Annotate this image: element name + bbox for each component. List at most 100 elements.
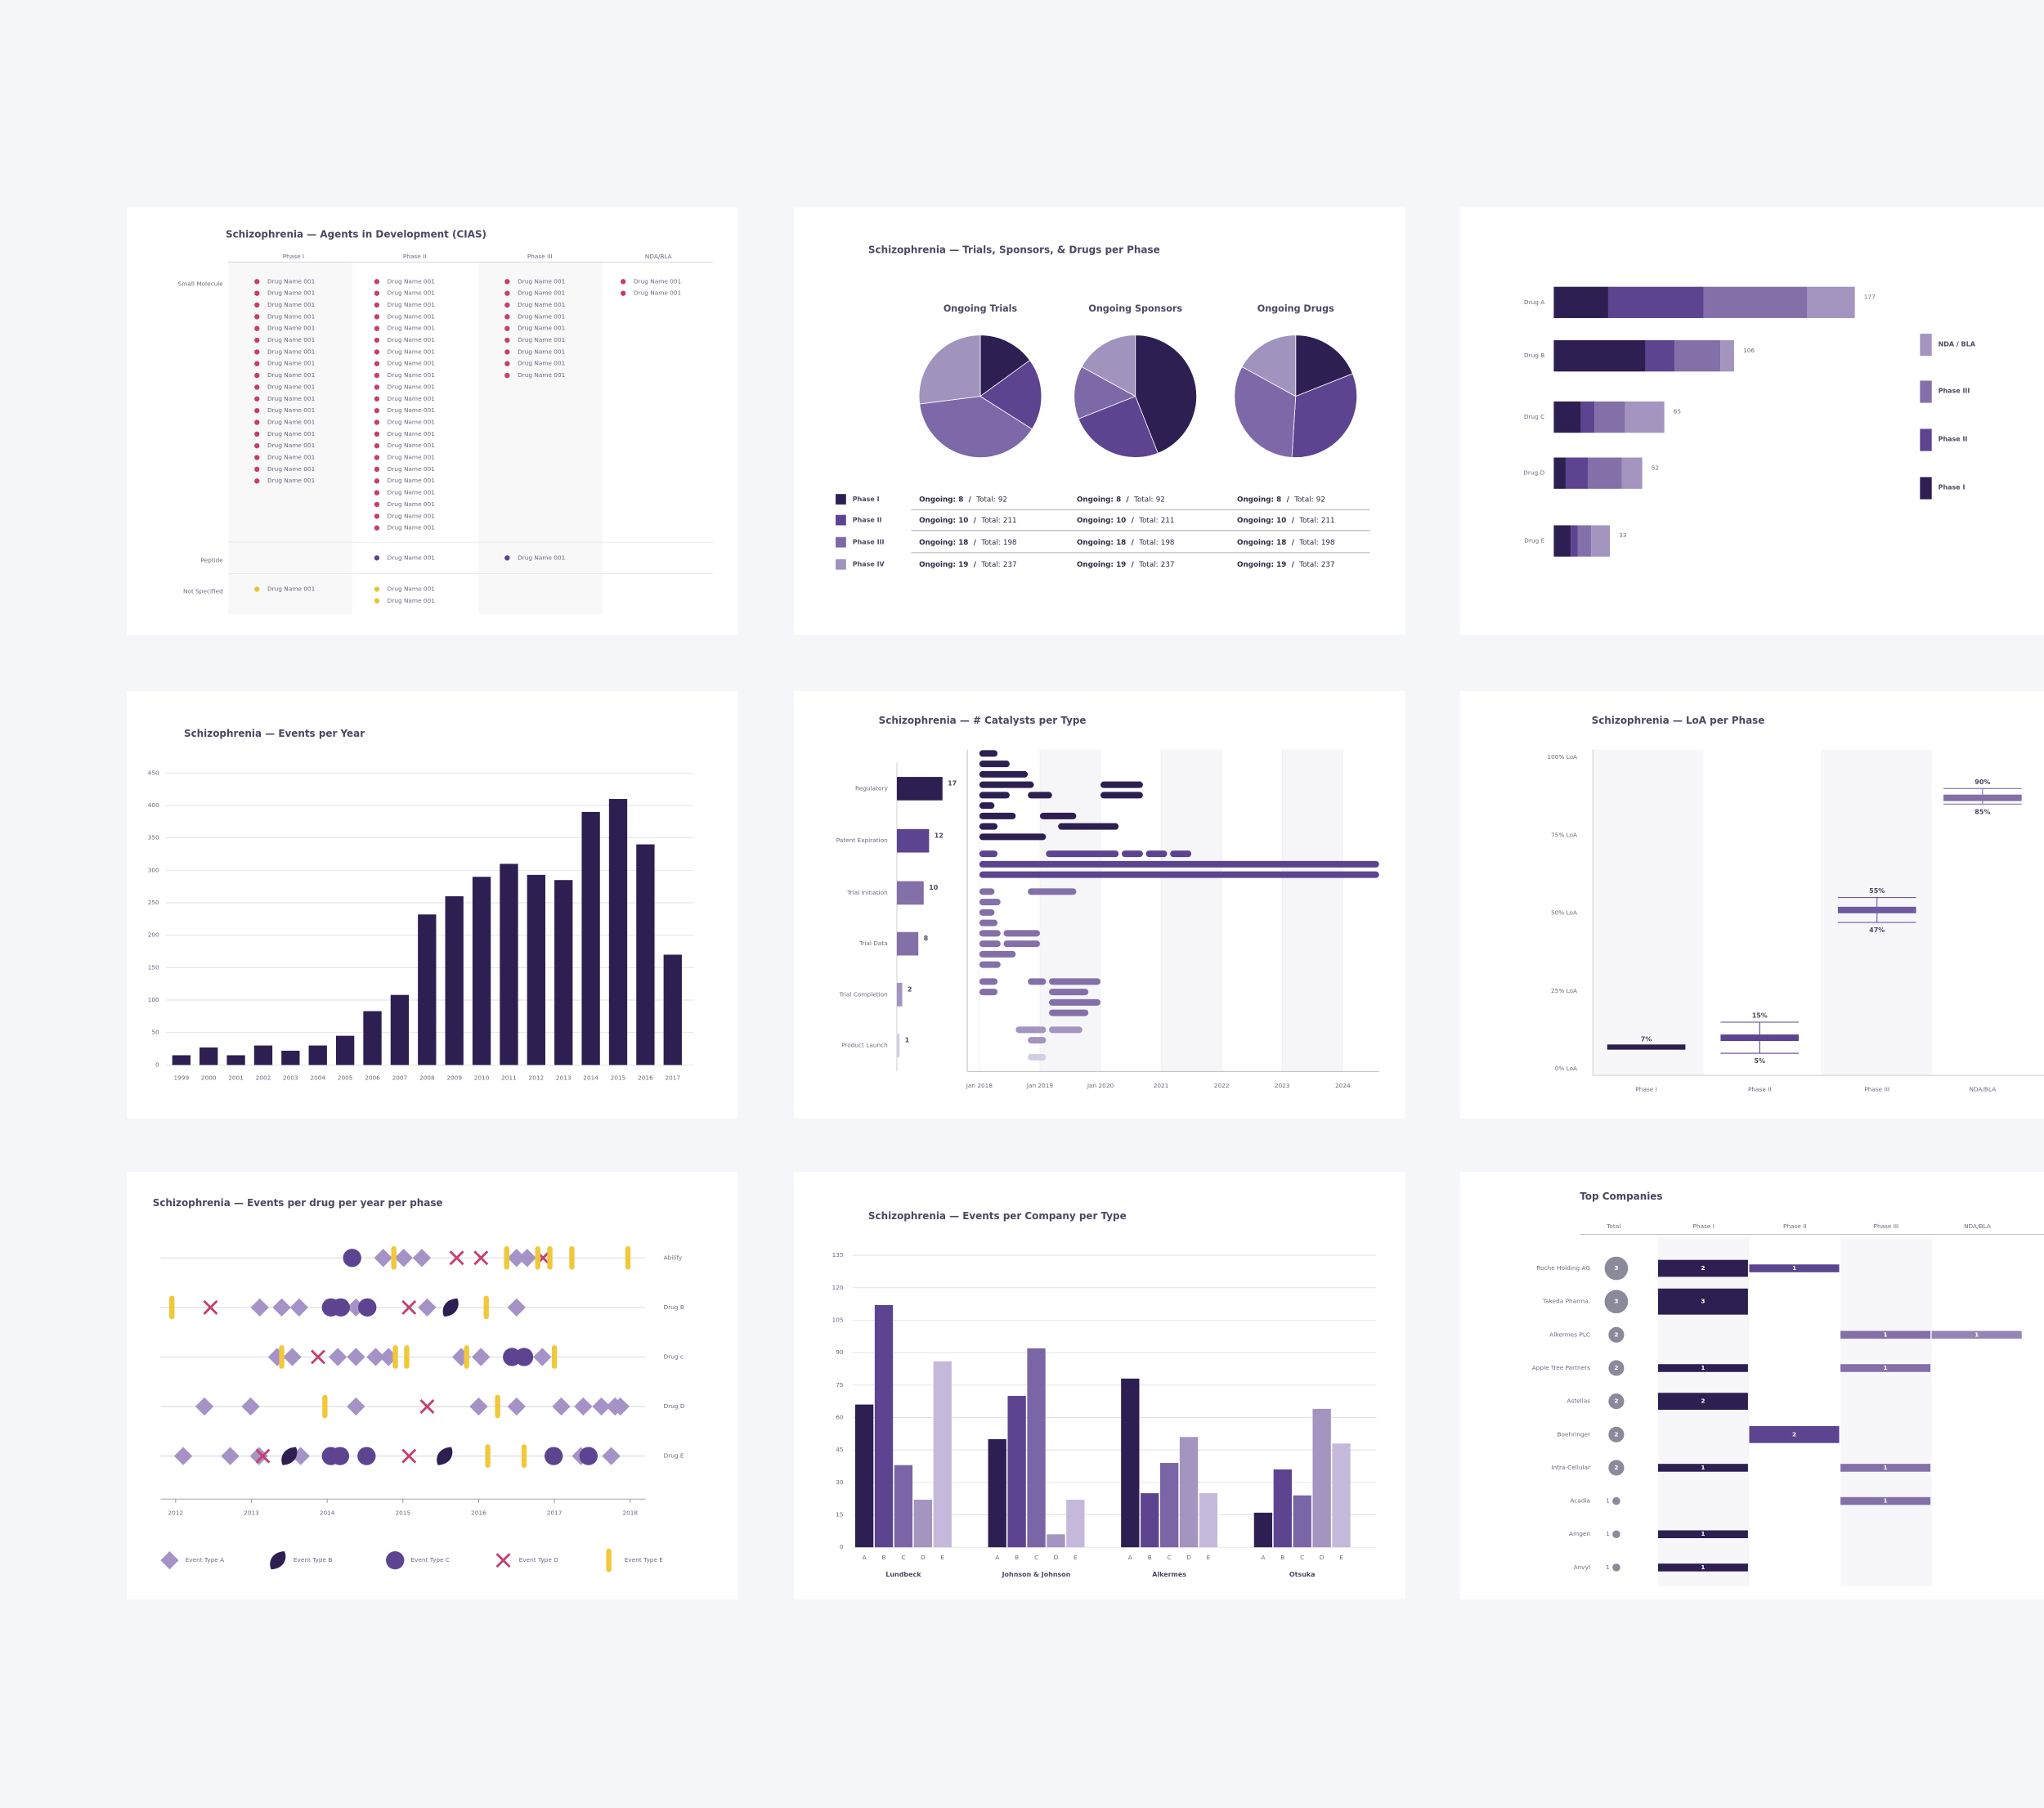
drug-name: Drug Name 001 [388,597,435,604]
ongoing-label: Ongoing: [1077,517,1114,525]
drug-name: Drug Name 001 [267,454,315,461]
category-label: Trial Initiation [846,889,888,896]
drug-name: Drug Name 001 [388,371,435,379]
drug-dot [374,407,380,414]
phase-bar [1657,1364,1748,1372]
event-marker [331,1298,350,1317]
bar-label: 2 [1701,1397,1705,1405]
drug-dot [254,586,260,592]
x-tick-label: 2018 [622,1510,638,1517]
total-label: Total: [1138,539,1158,547]
event-marker [283,1348,302,1366]
event-marker [514,1348,534,1366]
gantt-segment [1100,792,1143,799]
total-label: 2 [1614,1430,1618,1438]
legend-label: Phase III [853,539,885,546]
bar-segment [1580,401,1595,433]
gantt-segment [1049,1026,1083,1034]
chart-title: Top Companies [1580,1191,1662,1202]
drug-dot [621,290,626,296]
drug-dot [374,525,380,531]
bar [988,1438,1006,1548]
series-label: B [1015,1554,1019,1561]
legend-marker [386,1550,405,1570]
drug-dot [374,455,380,460]
event-marker [347,1397,365,1416]
total-value: 92 [1156,496,1165,504]
x-tick-label: 2002 [256,1074,271,1081]
table-cell: Ongoing: 18 /Total: 198 [1077,539,1175,547]
bar-label: 1 [1884,1330,1888,1338]
chart-panel: Top Companies Total Phase I Phase II Phase I… [1459,1172,2044,1599]
series-label: E [940,1554,944,1561]
column-shade [478,262,603,614]
drug-name: Drug Name 001 [388,325,435,332]
column-shade [228,262,352,614]
series-label: D [921,1554,926,1561]
event-marker [374,1249,392,1267]
event-marker [281,1447,298,1465]
value-label: 1 [905,1037,910,1044]
phase-bar [1657,1563,1748,1572]
drug-dot [254,290,260,296]
event-marker [574,1397,593,1416]
bar [581,811,600,1066]
gantt-segment [979,930,1001,937]
ongoing-label: Ongoing: [1077,561,1114,569]
total-label: 1 [1606,1497,1610,1505]
drug-dot [504,555,510,561]
x-tick-label: Otsuka [1289,1571,1316,1578]
separator: / [1292,561,1295,569]
drug-dot [374,302,380,308]
drug-name: Drug Name 001 [518,301,565,308]
gantt-segment [979,792,1010,799]
legend-swatch [836,559,846,570]
bar [1332,1443,1351,1548]
pie-slice [919,396,1033,458]
drug-dot [254,314,260,320]
x-tick-label: 2016 [638,1074,653,1081]
bar [854,1404,874,1548]
event-marker [545,1447,563,1465]
legend-label: Phase III [1939,388,1970,395]
gantt-segment [1121,850,1143,858]
separator: / [974,539,977,547]
panel-background [1459,207,2044,635]
ongoing-label: Ongoing: [1077,496,1114,504]
total-label: Total: [975,496,995,504]
separator: / [1132,539,1135,547]
gantt-segment [979,899,1001,906]
bar [1199,1493,1218,1548]
pie-slice [1295,334,1353,397]
drug-dot [374,442,380,449]
bar-segment [1807,286,1855,318]
pie-slice [1074,366,1136,419]
legend-label: Event Type E [625,1556,663,1563]
y-tick-label: 60 [836,1413,844,1420]
drug-name: Drug Name 001 [388,406,435,414]
series-label: C [901,1554,905,1561]
ongoing-value: 10 [1116,517,1126,525]
drug-name: Drug Name 001 [267,312,315,320]
gantt-segment [979,812,1016,819]
pie-slice [1241,334,1297,397]
drug-dot [374,514,380,519]
y-tick-label: 45 [836,1446,844,1453]
ongoing-label: Ongoing: [919,517,956,525]
bar [418,914,437,1066]
bar [226,1055,245,1066]
drug-dot [374,279,380,285]
total-circle [1604,1256,1629,1281]
total-label: Total: [1138,517,1158,525]
x-tick-label: 2011 [501,1074,517,1081]
high-label: 15% [1752,1012,1768,1020]
ongoing-label: Ongoing: [919,561,956,569]
bar-segment [1703,286,1808,318]
bar [1121,1378,1140,1548]
phase-bar [1840,1330,1931,1339]
table-cell: Ongoing: 19 /Total: 237 [1077,561,1175,569]
event-marker [330,1447,350,1465]
gantt-segment [979,940,1001,948]
event-marker [611,1397,630,1416]
